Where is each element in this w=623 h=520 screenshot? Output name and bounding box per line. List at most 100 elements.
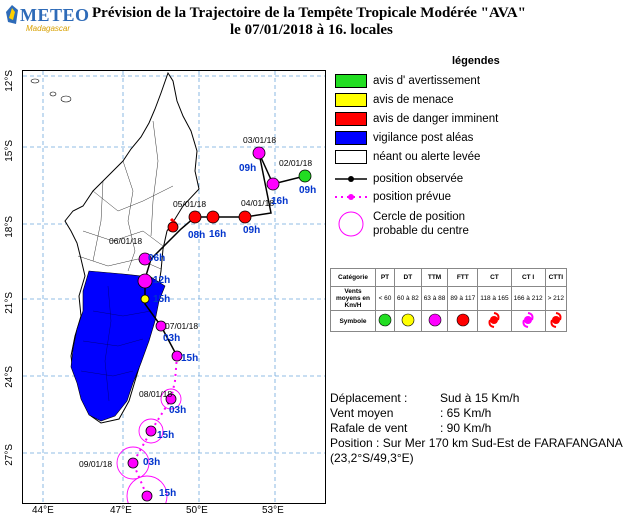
- legend-swatch: [335, 93, 367, 107]
- lat-tick: 18°S: [4, 216, 15, 238]
- table-cell: Symbole: [330, 310, 376, 332]
- cat-symbol-icon: [378, 313, 392, 327]
- time-label: 15h: [157, 430, 174, 441]
- time-label: 15h: [153, 294, 170, 305]
- date-label: 07/01/18: [165, 321, 198, 331]
- logo-icon: [4, 4, 20, 26]
- position-marker: [165, 393, 177, 405]
- lat-tick: 24°S: [4, 366, 15, 388]
- date-label: 05/01/18: [173, 199, 206, 209]
- lat-tick: 21°S: [4, 292, 15, 314]
- logo-text: METEO: [20, 5, 90, 25]
- legend-forecast: position prévue: [335, 190, 451, 204]
- position-marker: [137, 273, 153, 289]
- legend-item: avis de menace: [335, 93, 454, 107]
- position-marker: [298, 169, 312, 183]
- table-cell: TTM: [420, 268, 449, 287]
- page-title: Prévision de la Trajectoire de la Tempêt…: [92, 5, 526, 21]
- position-marker: [155, 320, 167, 332]
- legend-circle-line1: Cercle de position: [373, 211, 466, 223]
- legend-item: vigilance post aléas: [335, 131, 473, 145]
- observed-line-icon: [335, 176, 367, 182]
- cyclone-icon: [522, 312, 534, 328]
- time-label: 03h: [143, 457, 160, 468]
- lat-tick: 12°S: [4, 70, 15, 92]
- lon-tick: 44°E: [32, 505, 54, 516]
- info-deplacement: Déplacement : Sud à 15 Km/h: [330, 391, 520, 405]
- info-coords: (23,2°S/49,3°E): [330, 451, 414, 465]
- page-subtitle: le 07/01/2018 à 16. locales: [230, 22, 393, 38]
- position-marker: [145, 425, 157, 437]
- info-vent: Vent moyen: 65 Km/h: [330, 406, 492, 420]
- table-cell: 60 à 82: [394, 286, 422, 311]
- legend-swatch: [335, 150, 367, 164]
- lon-tick: 53°E: [262, 505, 284, 516]
- legend-swatch: [335, 131, 367, 145]
- position-marker: [266, 177, 280, 191]
- lat-tick: 27°S: [4, 444, 15, 466]
- map-svg: 02/01/18 03/01/18 04/01/18 05/01/18 06/0…: [23, 71, 325, 517]
- position-marker: [141, 490, 153, 502]
- time-label: 15h: [159, 488, 176, 499]
- position-marker: [140, 294, 150, 304]
- table-cell: PT: [375, 268, 395, 287]
- table-cell: CTTI: [544, 268, 568, 287]
- time-label: 03h: [169, 405, 186, 416]
- cyclone-icon: [488, 312, 500, 328]
- cyclone-icon: [550, 312, 562, 328]
- time-label: 06h: [148, 253, 165, 264]
- legend-title: légendes: [452, 55, 500, 67]
- table-cell: 166 à 212: [510, 286, 546, 311]
- legend-swatch: [335, 112, 367, 126]
- table-cell: 89 à 117: [447, 286, 479, 311]
- map-frame: 02/01/18 03/01/18 04/01/18 05/01/18 06/0…: [22, 70, 326, 517]
- position-marker: [206, 210, 220, 224]
- position-marker: [167, 221, 179, 233]
- time-label: 15h: [181, 353, 198, 364]
- position-marker: [252, 146, 266, 160]
- position-marker: [127, 457, 139, 469]
- info-rafale: Rafale de vent: 90 Km/h: [330, 421, 492, 435]
- table-cell: Vents moyens en Km/H: [330, 286, 376, 311]
- lat-tick: 15°S: [4, 140, 15, 162]
- cat-symbol-icon: [456, 313, 470, 327]
- legend-item: néant ou alerte levée: [335, 150, 480, 164]
- position-marker: [171, 350, 183, 362]
- info-position: Position : Sur Mer 170 km Sud-Est de FAR…: [330, 436, 623, 450]
- time-label: 16h: [209, 229, 226, 240]
- time-label: 12h: [153, 275, 170, 286]
- legend-observed: position observée: [335, 172, 463, 186]
- table-cell: 118 à 165: [477, 286, 512, 311]
- time-label: 08h: [188, 230, 205, 241]
- date-label: 04/01/18: [241, 198, 274, 208]
- date-label: 09/01/18: [79, 459, 112, 469]
- position-marker: [188, 210, 202, 224]
- legend-circle: [335, 210, 367, 243]
- position-marker: [238, 210, 252, 224]
- logo-subtitle: Madagascar: [26, 24, 71, 33]
- forecast-line-icon: [335, 194, 367, 200]
- time-label: 09h: [239, 163, 256, 174]
- lon-tick: 47°E: [110, 505, 132, 516]
- time-label: 09h: [243, 225, 260, 236]
- position-marker: [138, 252, 152, 266]
- table-cell: < 60: [375, 286, 395, 311]
- date-label: 03/01/18: [243, 135, 276, 145]
- legend-swatch: [335, 74, 367, 88]
- time-label: 03h: [163, 333, 180, 344]
- cat-symbol-icon: [428, 313, 441, 327]
- table-cell: CT I: [510, 268, 546, 287]
- date-label: 02/01/18: [279, 158, 312, 168]
- table-cell: Catégorie: [330, 268, 376, 287]
- circle-icon: [338, 211, 364, 237]
- cat-symbol-icon: [401, 313, 415, 327]
- date-label: 08/01/18: [139, 389, 172, 399]
- lon-tick: 50°E: [186, 505, 208, 516]
- table-cell: CT: [477, 268, 512, 287]
- date-label: 06/01/18: [109, 236, 142, 246]
- legend-item: avis de danger imminent: [335, 112, 498, 126]
- table-cell: > 212: [544, 286, 568, 311]
- table-cell: DT: [394, 268, 422, 287]
- table-cell: 63 à 88: [420, 286, 449, 311]
- table-cell: FTT: [447, 268, 479, 287]
